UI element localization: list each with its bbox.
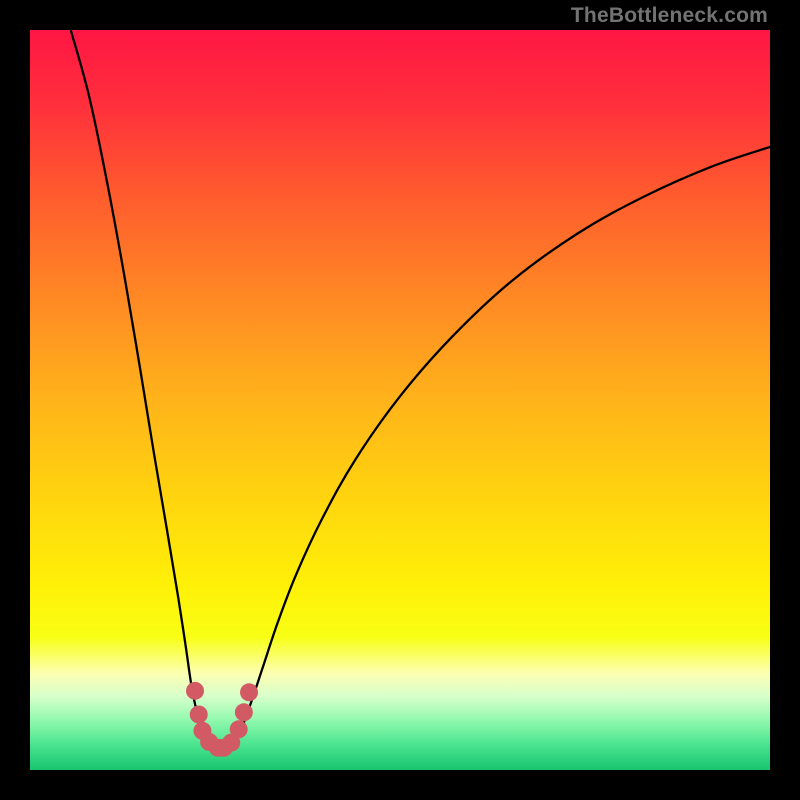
- chart-frame: TheBottleneck.com: [0, 0, 800, 800]
- curve-right-branch: [230, 147, 770, 748]
- cluster-point: [190, 706, 208, 724]
- watermark-text: TheBottleneck.com: [571, 4, 768, 28]
- cluster-point: [186, 682, 204, 700]
- cluster-point: [240, 683, 258, 701]
- optimal-zone-cluster: [186, 682, 258, 757]
- plot-area: [30, 30, 770, 770]
- curve-left-branch: [71, 30, 212, 748]
- bottleneck-curve: [30, 30, 770, 770]
- cluster-point: [235, 703, 253, 721]
- cluster-point: [230, 720, 248, 738]
